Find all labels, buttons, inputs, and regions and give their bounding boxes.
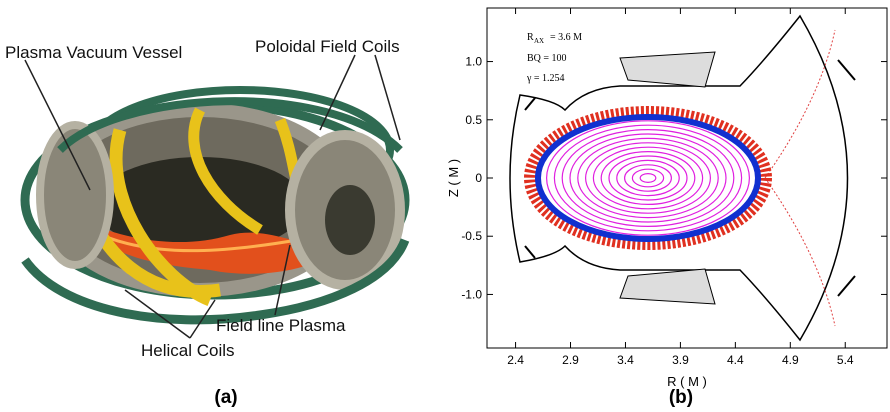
- x-tick-label: 3.9: [672, 353, 689, 367]
- annotation: = 3.6 M: [550, 32, 582, 43]
- figure: Plasma Vacuum Vessel Poloidal Field Coil…: [0, 0, 890, 412]
- annotation: AX: [534, 37, 544, 45]
- x-tick-label: 5.4: [837, 353, 854, 367]
- caption: (b): [669, 387, 693, 408]
- x-tick-label: 3.4: [617, 353, 634, 367]
- label: Field line Plasma: [216, 316, 346, 335]
- caption: (a): [214, 387, 237, 408]
- x-tick-label: 2.9: [562, 353, 579, 367]
- y-axis-label: Z ( M ): [446, 159, 461, 197]
- annotation: γ = 1.254: [526, 73, 565, 84]
- x-tick-label: 2.4: [507, 353, 524, 367]
- y-tick-label: 0.5: [465, 113, 482, 127]
- y-tick-label: 1.0: [465, 55, 482, 69]
- illustration: [25, 55, 405, 338]
- annotation: R: [527, 32, 534, 43]
- y-tick-label: 0: [475, 171, 482, 185]
- y-tick-label: -0.5: [461, 229, 482, 243]
- annotation: BQ = 100: [527, 53, 567, 64]
- y-tick-label: -1.0: [461, 287, 482, 301]
- x-tick-label: 4.9: [782, 353, 799, 367]
- label: Poloidal Field Coils: [255, 37, 400, 56]
- label: Helical Coils: [141, 341, 235, 360]
- label: Plasma Vacuum Vessel: [5, 43, 182, 62]
- x-tick-label: 4.4: [727, 353, 744, 367]
